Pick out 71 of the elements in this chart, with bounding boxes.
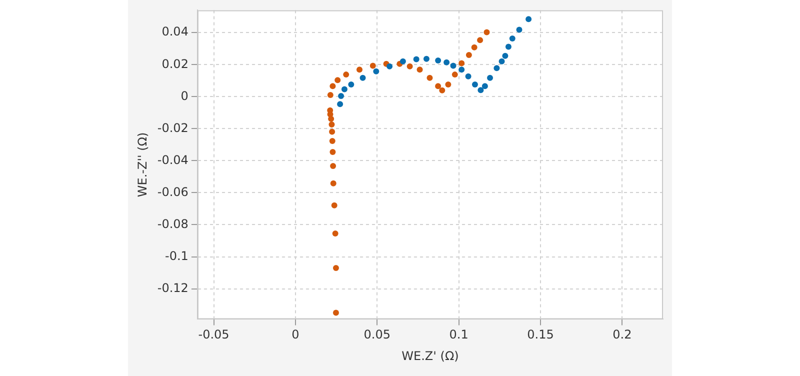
point xyxy=(416,66,423,73)
point xyxy=(477,37,484,44)
point xyxy=(330,83,336,90)
point xyxy=(516,26,522,33)
y-tick-label: -0.12 xyxy=(157,280,188,295)
point xyxy=(484,29,490,36)
point xyxy=(327,92,334,98)
y-tick-label: -0.08 xyxy=(157,216,188,231)
point xyxy=(435,57,442,64)
point xyxy=(466,52,472,58)
point xyxy=(370,62,376,69)
point xyxy=(452,72,458,78)
point xyxy=(478,87,484,94)
y-tick-label: -0.02 xyxy=(157,120,188,135)
point xyxy=(406,63,413,70)
point xyxy=(343,72,350,78)
point xyxy=(360,74,366,81)
point xyxy=(386,63,393,70)
x-axis-title: WE.Z' (Ω) xyxy=(402,348,459,363)
x-tick-label: 0.15 xyxy=(527,328,554,342)
point xyxy=(332,264,339,271)
y-tick-label: 0.04 xyxy=(162,24,188,39)
point xyxy=(423,56,430,62)
point xyxy=(445,81,452,88)
point xyxy=(487,74,494,81)
point xyxy=(329,138,336,144)
point xyxy=(330,149,336,156)
point xyxy=(332,310,339,316)
point xyxy=(502,52,508,59)
point xyxy=(330,180,336,186)
point xyxy=(472,81,478,88)
x-tick-label: 0 xyxy=(292,328,300,342)
x-tick-label: 0.2 xyxy=(612,328,632,342)
point xyxy=(373,68,380,74)
point xyxy=(356,66,362,73)
point xyxy=(439,87,446,94)
point xyxy=(498,58,505,64)
point xyxy=(465,73,472,80)
point xyxy=(328,122,335,128)
point xyxy=(330,162,336,169)
point xyxy=(426,74,433,81)
point xyxy=(329,128,336,135)
point xyxy=(450,62,456,69)
x-tick-label: -0.05 xyxy=(198,328,230,342)
point xyxy=(400,58,406,64)
point xyxy=(413,56,420,62)
point xyxy=(505,44,512,50)
point xyxy=(435,83,442,90)
point xyxy=(471,44,478,50)
point xyxy=(338,93,344,100)
point xyxy=(482,83,488,90)
point xyxy=(509,36,516,42)
y-axis-title: WE.-Z'' (Ω) xyxy=(135,132,150,198)
point xyxy=(332,230,338,237)
point xyxy=(348,81,354,88)
point xyxy=(331,202,338,208)
point xyxy=(526,16,532,22)
point xyxy=(458,66,465,73)
point xyxy=(458,60,465,66)
y-tick-label: -0.06 xyxy=(157,184,188,199)
point xyxy=(341,86,348,92)
point xyxy=(444,59,450,66)
point xyxy=(494,65,500,72)
y-tick-label: -0.1 xyxy=(165,248,188,263)
point xyxy=(334,77,341,84)
y-tick-label: -0.04 xyxy=(157,152,188,167)
x-tick-label: 0.05 xyxy=(364,328,390,342)
y-tick-label: 0.02 xyxy=(162,56,188,71)
point xyxy=(337,101,344,108)
x-tick-label: 0.1 xyxy=(449,328,468,342)
y-tick-label: 0 xyxy=(180,88,188,103)
